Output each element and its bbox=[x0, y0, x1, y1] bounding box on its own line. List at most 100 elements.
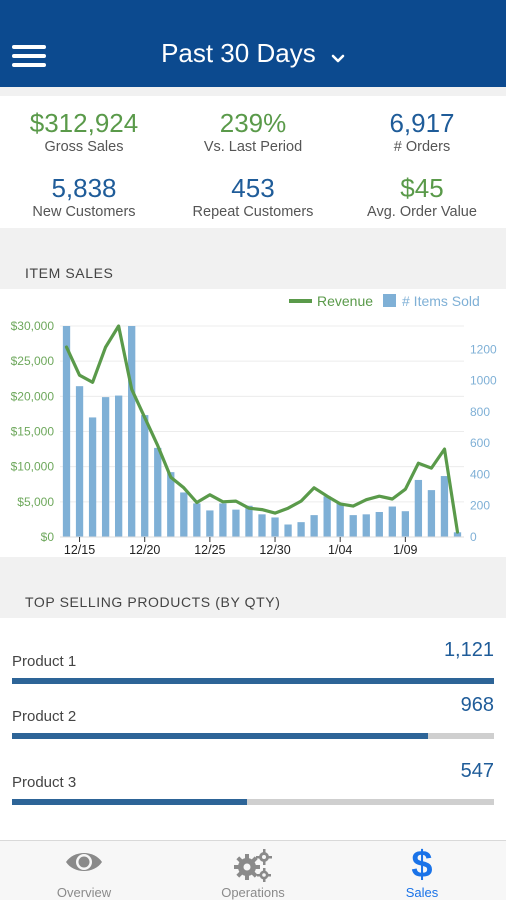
items-sold-bar bbox=[245, 505, 253, 537]
stat-label: Repeat Customers bbox=[192, 204, 314, 220]
hamburger-icon[interactable] bbox=[12, 45, 48, 71]
y-left-tick-label: $5,000 bbox=[17, 495, 54, 509]
stat-label: # Orders bbox=[393, 139, 451, 155]
items-sold-bar bbox=[258, 514, 266, 537]
product-row[interactable]: Product 2 968 bbox=[12, 673, 494, 739]
stat-value: 239% bbox=[219, 108, 287, 138]
items-sold-bar bbox=[401, 511, 410, 537]
items-sold-bar bbox=[271, 517, 279, 537]
items-sold-bar bbox=[219, 503, 227, 537]
item-sales-chart: $0 $5,000 $10,000 $15,000 $20,000 $25,000 $30,… bbox=[0, 289, 506, 557]
product-row[interactable]: Product 1 1,121 bbox=[12, 618, 494, 684]
item-sales-chart-svg: $0 $5,000 $10,000 $15,000 $20,000 $25,000 $30,… bbox=[11, 293, 497, 557]
y-right-tick-label: 400 bbox=[470, 467, 490, 481]
items-sold-bar bbox=[375, 511, 383, 537]
legend-items-sold-label: # Items Sold bbox=[402, 293, 480, 309]
items-sold-bar bbox=[284, 524, 292, 537]
period-selector[interactable]: Past 30 Days bbox=[0, 38, 506, 71]
items-sold-bar bbox=[310, 515, 318, 537]
product-row[interactable]: Product 3 547 bbox=[12, 739, 494, 805]
items-sold-bar bbox=[388, 506, 396, 537]
eye-icon bbox=[64, 847, 104, 882]
stat-label: New Customers bbox=[32, 204, 136, 220]
product-qty: 547 bbox=[460, 760, 494, 782]
tab-operations[interactable]: Operations bbox=[169, 841, 337, 900]
items-sold-bar bbox=[297, 522, 305, 537]
stat-gross-sales: $312,924 Gross Sales bbox=[0, 108, 168, 156]
stat-value: $312,924 bbox=[29, 108, 139, 138]
tab-bar: Overview bbox=[0, 840, 506, 900]
stat-label: Gross Sales bbox=[44, 139, 124, 155]
stat-vs-last-period: 239% Vs. Last Period bbox=[169, 108, 337, 156]
items-sold-bar bbox=[88, 417, 97, 537]
y-left-tick-label: $10,000 bbox=[11, 460, 55, 474]
y-left-tick-label: $0 bbox=[41, 530, 55, 544]
product-name: Product 3 bbox=[12, 774, 77, 791]
stat-orders: 6,917 # Orders bbox=[338, 108, 506, 156]
y-left-tick-label: $15,000 bbox=[11, 425, 55, 439]
items-sold-bar bbox=[427, 490, 436, 537]
top-bar: Past 30 Days bbox=[0, 0, 506, 87]
stat-value: 6,917 bbox=[389, 108, 455, 138]
items-sold-bar bbox=[453, 532, 462, 537]
y-right-tick-label: 600 bbox=[470, 436, 490, 450]
stat-new-customers: 5,838 New Customers bbox=[0, 173, 168, 221]
stat-repeat-customers: 453 Repeat Customers bbox=[169, 173, 337, 221]
stat-label: Avg. Order Value bbox=[367, 204, 477, 220]
stat-value: 453 bbox=[231, 173, 275, 203]
items-sold-bar bbox=[101, 397, 110, 537]
items-sold-bar bbox=[232, 509, 240, 537]
y-right-tick-label: 1200 bbox=[470, 342, 497, 356]
x-tick-label: 1/09 bbox=[393, 543, 417, 557]
tab-label: Sales bbox=[405, 885, 439, 900]
stat-value: 5,838 bbox=[51, 173, 117, 203]
y-left-tick-label: $20,000 bbox=[11, 389, 55, 403]
y-right-tick-label: 200 bbox=[470, 499, 490, 513]
product-bar-fill bbox=[12, 678, 494, 684]
y-right-tick-label: 800 bbox=[470, 405, 490, 419]
tab-label: Overview bbox=[56, 885, 112, 900]
y-left-tick-label: $30,000 bbox=[11, 319, 55, 333]
item-sales-title: ITEM SALES bbox=[25, 265, 114, 281]
items-sold-bar bbox=[180, 492, 188, 537]
items-sold-bar bbox=[62, 326, 71, 537]
items-sold-bar bbox=[114, 395, 123, 537]
product-name: Product 1 bbox=[12, 653, 77, 670]
tab-label: Operations bbox=[221, 885, 285, 900]
product-name: Product 2 bbox=[12, 708, 77, 725]
items-sold-bar bbox=[336, 503, 344, 537]
revenue-line bbox=[64, 324, 460, 534]
items-sold-bar bbox=[75, 386, 84, 537]
top-products-title: TOP SELLING PRODUCTS (BY QTY) bbox=[25, 594, 281, 610]
x-tick-label: 12/20 bbox=[129, 543, 160, 557]
dollar-icon: $ bbox=[409, 843, 435, 888]
items-sold-bar bbox=[167, 472, 175, 537]
x-tick-label: 12/15 bbox=[64, 543, 95, 557]
items-sold-bar bbox=[141, 415, 149, 537]
items-sold-bar bbox=[154, 447, 162, 537]
legend-revenue-label: Revenue bbox=[317, 293, 373, 309]
tab-overview[interactable]: Overview bbox=[0, 841, 168, 900]
stats-panel: $312,924 Gross Sales 239% Vs. Last Perio… bbox=[0, 96, 506, 228]
tab-sales[interactable]: $ Sales bbox=[338, 841, 506, 900]
stat-label: Vs. Last Period bbox=[203, 139, 303, 155]
items-sold-bar bbox=[128, 326, 136, 537]
product-bar-fill bbox=[12, 733, 429, 739]
x-tick-label: 1/04 bbox=[328, 543, 352, 557]
y-right-tick-label: 0 bbox=[470, 530, 477, 544]
chevron-down-icon bbox=[331, 40, 345, 71]
items-sold-bar bbox=[323, 496, 331, 537]
y-left-tick-label: $25,000 bbox=[11, 354, 55, 368]
items-sold-bar bbox=[440, 476, 449, 537]
stat-avg-order-value: $45 Avg. Order Value bbox=[338, 173, 506, 221]
gears-icon bbox=[233, 847, 273, 888]
x-tick-label: 12/25 bbox=[194, 543, 225, 557]
product-qty: 968 bbox=[460, 694, 494, 716]
legend-items-sold-swatch bbox=[383, 294, 396, 307]
items-sold-bar bbox=[349, 515, 357, 537]
items-sold-bar bbox=[206, 510, 214, 537]
items-sold-bar bbox=[414, 479, 423, 537]
product-bar-track bbox=[12, 678, 494, 684]
product-qty: 1,121 bbox=[443, 639, 494, 661]
product-bar-track bbox=[12, 799, 494, 805]
